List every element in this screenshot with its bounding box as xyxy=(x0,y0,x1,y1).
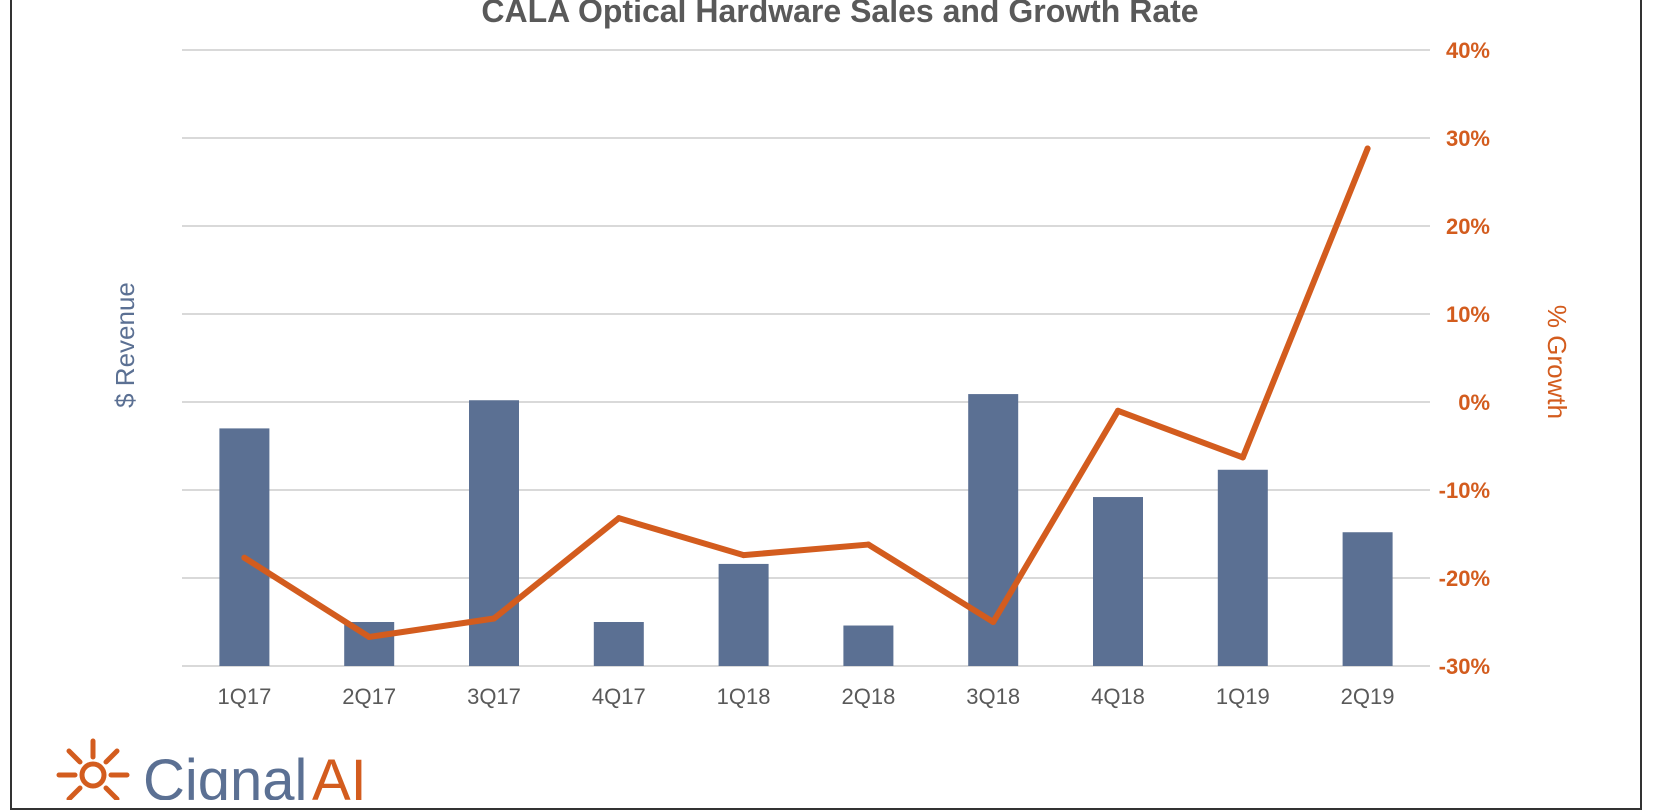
growth-line xyxy=(241,145,1371,640)
growth-point xyxy=(366,633,373,640)
category-tick-label: 2Q19 xyxy=(1341,684,1395,709)
growth-tick-label: 0% xyxy=(1458,390,1490,415)
category-tick-label: 2Q17 xyxy=(342,684,396,709)
growth-tick-label: 30% xyxy=(1446,126,1490,151)
sun-burst-icon xyxy=(56,738,130,800)
growth-point xyxy=(990,619,997,625)
growth-tick-label: 40% xyxy=(1446,38,1490,63)
growth-tick-label: -10% xyxy=(1439,478,1490,503)
growth-point xyxy=(615,515,622,522)
growth-point xyxy=(740,552,747,559)
revenue-bar xyxy=(593,622,644,666)
category-tick-label: 1Q19 xyxy=(1216,684,1270,709)
logo-ai-suffix: AI xyxy=(312,748,367,800)
revenue-bar xyxy=(1342,532,1393,666)
growth-tick-label: 10% xyxy=(1446,302,1490,327)
logo-wordmark: Cignal xyxy=(143,748,307,800)
growth-point xyxy=(491,615,497,622)
growth-point xyxy=(1364,145,1371,152)
revenue-bar xyxy=(219,428,270,666)
growth-point xyxy=(1239,454,1246,461)
revenue-bar xyxy=(1217,469,1268,666)
growth-tick-label: -20% xyxy=(1439,566,1490,591)
cignal-logo: Cignal AI xyxy=(56,738,367,800)
growth-point xyxy=(1115,407,1121,414)
category-tick-label: 4Q17 xyxy=(592,684,646,709)
revenue-bars xyxy=(219,394,1393,666)
category-tick-label: 4Q18 xyxy=(1091,684,1145,709)
growth-axis: -30% -20% -10% 0% 10% 20% 30% 40% xyxy=(1439,38,1490,679)
growth-tick-label: 20% xyxy=(1446,214,1490,239)
category-tick-label: 3Q17 xyxy=(467,684,521,709)
growth-point xyxy=(865,541,872,548)
growth-series-line xyxy=(241,145,1371,640)
growth-axis-title: % Growth xyxy=(1542,305,1572,419)
growth-point xyxy=(241,554,248,561)
revenue-bar xyxy=(1093,497,1143,666)
category-tick-label: 2Q18 xyxy=(841,684,895,709)
revenue-bar xyxy=(843,625,894,666)
revenue-bar xyxy=(469,400,519,666)
revenue-bar xyxy=(718,563,769,666)
category-axis: 1Q17 2Q17 3Q17 4Q17 1Q18 2Q18 3Q18 4Q18 1Q19 2Q19 xyxy=(217,684,1394,709)
category-tick-label: 1Q18 xyxy=(717,684,771,709)
revenue-axis-title: $ Revenue xyxy=(110,282,140,408)
category-tick-label: 3Q18 xyxy=(966,684,1020,709)
revenue-bar xyxy=(968,394,1019,666)
chart-title: CALA Optical Hardware Sales and Growth R… xyxy=(481,0,1198,29)
category-tick-label: 1Q17 xyxy=(217,684,271,709)
growth-tick-label: -30% xyxy=(1439,654,1490,679)
